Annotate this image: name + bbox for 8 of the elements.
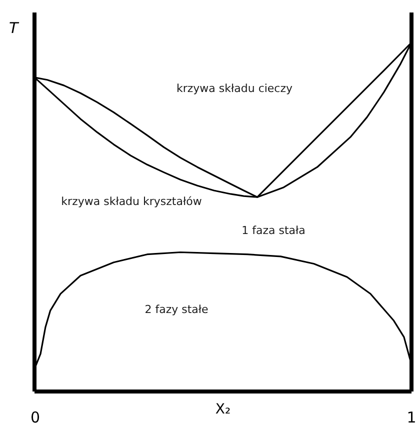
x-tick-label: 0 (30, 408, 40, 426)
y-axis-title: T (8, 18, 18, 37)
annotation: krzywa składu kryształów (61, 195, 202, 208)
x-axis-title: X₂ (215, 402, 231, 418)
x-tick-label: 1 (406, 408, 416, 426)
annotation: krzywa składu cieczy (176, 82, 294, 95)
annotation: 1 faza stała (242, 224, 306, 237)
annotation: 2 fazy stałe (144, 303, 209, 316)
